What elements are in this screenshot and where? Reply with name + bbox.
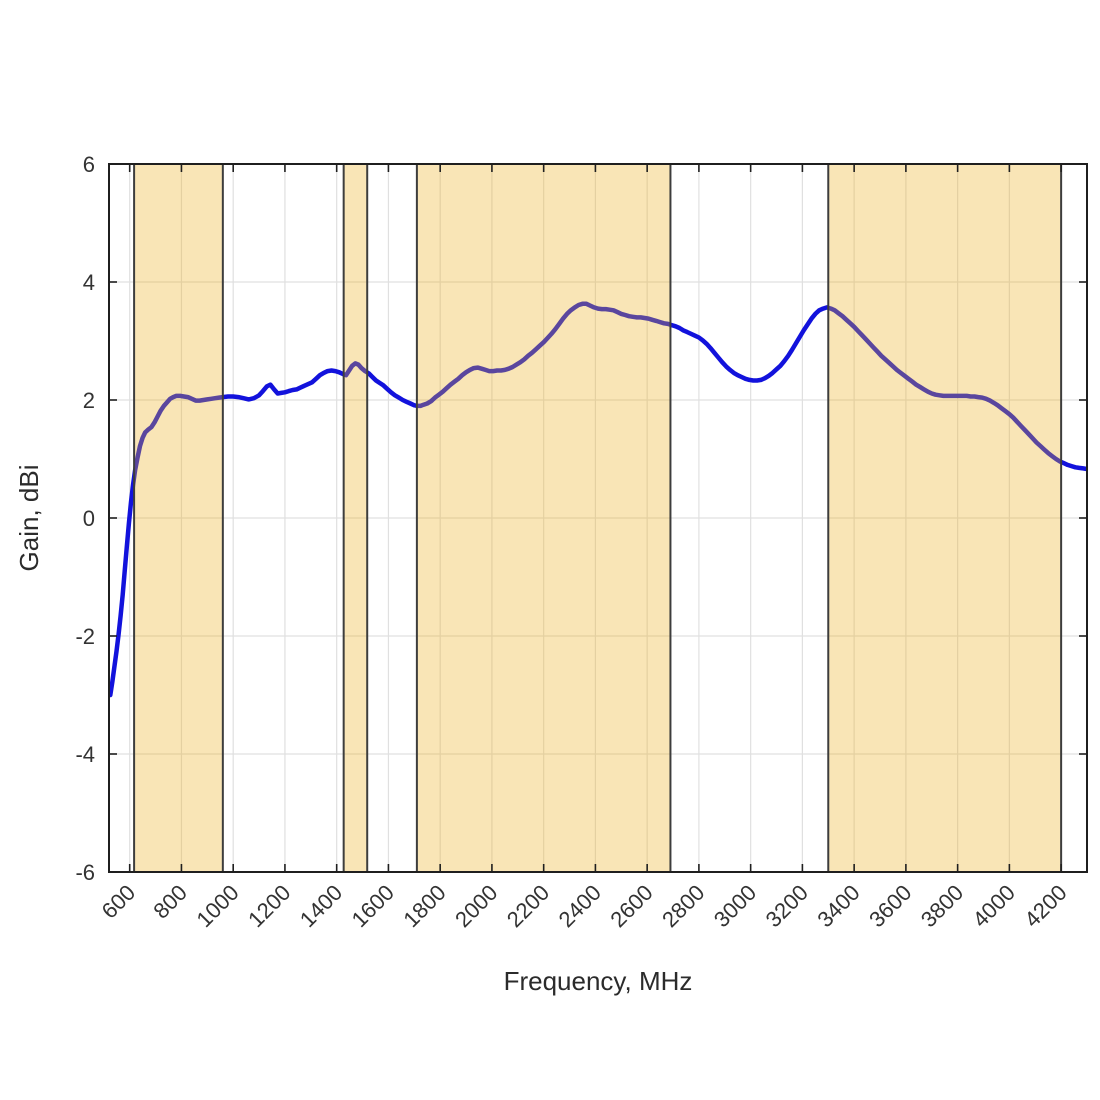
band-617-960 <box>134 164 223 872</box>
y-axis-label: Gain, dBi <box>14 465 44 572</box>
axes-frame-layer <box>108 163 1088 873</box>
x-tick-label: 2800 <box>657 880 709 932</box>
y-tick-label: 0 <box>83 506 95 531</box>
band-1710-2690 <box>416 164 671 872</box>
y-tick-label: -4 <box>75 742 95 767</box>
x-tick-label: 600 <box>97 880 141 924</box>
gain-curve <box>109 301 1087 698</box>
x-tick-label: 3600 <box>864 880 916 932</box>
band-1427-1518 <box>343 164 368 872</box>
x-tick-label: 2600 <box>605 880 657 932</box>
y-tick-label: -2 <box>75 624 95 649</box>
x-tick-label: 1200 <box>243 880 295 932</box>
x-tick-label: 2000 <box>450 880 502 932</box>
x-tick-label: 3200 <box>761 880 813 932</box>
frequency-bands-layer <box>133 164 1063 872</box>
gain-curve-layer <box>109 301 1087 698</box>
x-tick-label: 800 <box>148 880 192 924</box>
y-tick-label: -6 <box>75 860 95 885</box>
x-tick-label: 1800 <box>398 880 450 932</box>
y-tick-label: 4 <box>83 270 95 295</box>
x-tick-label: 3000 <box>709 880 761 932</box>
x-tick-label: 4000 <box>968 880 1020 932</box>
band-3300-4200 <box>828 164 1062 872</box>
x-tick-label: 3800 <box>916 880 968 932</box>
x-tick-label: 1600 <box>347 880 399 932</box>
y-tick-label: 2 <box>83 388 95 413</box>
x-tick-label: 2200 <box>502 880 554 932</box>
grid-layer <box>109 163 1087 873</box>
y-tick-label: 6 <box>83 152 95 177</box>
x-tick-label: 4200 <box>1019 880 1071 932</box>
x-tick-label: 2400 <box>554 880 606 932</box>
x-tick-label: 1000 <box>191 880 243 932</box>
x-tick-label: 1400 <box>295 880 347 932</box>
x-axis-label: Frequency, MHz <box>504 966 693 996</box>
x-tick-label: 3400 <box>812 880 864 932</box>
